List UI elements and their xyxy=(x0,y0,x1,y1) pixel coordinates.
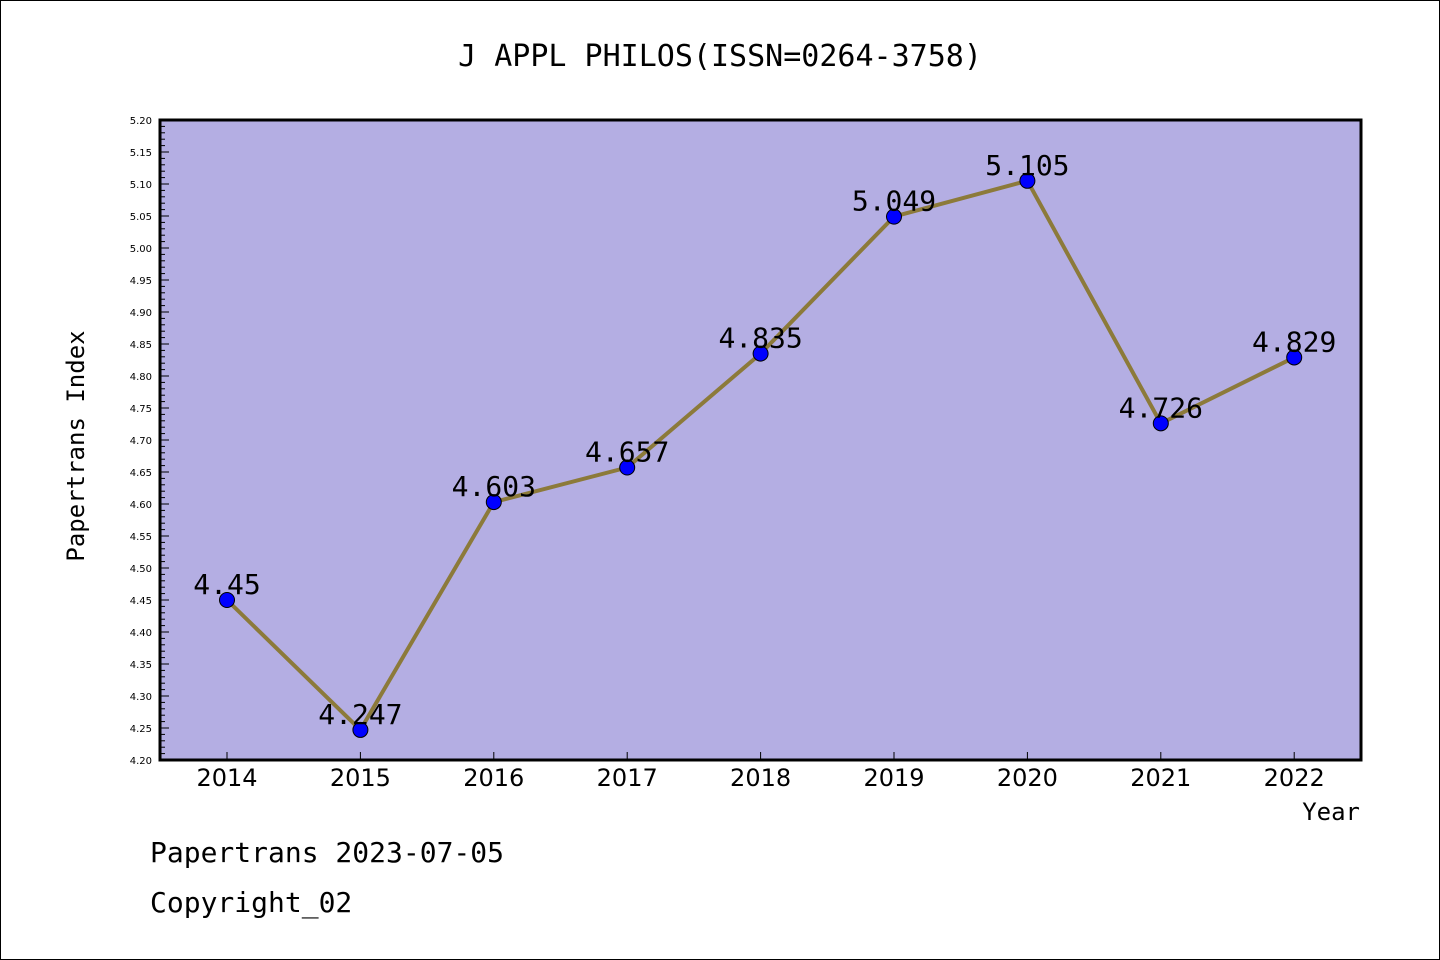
x-tick-label: 2016 xyxy=(463,764,524,792)
y-tick-label: 4.45 xyxy=(130,596,152,607)
y-tick-label: 5.05 xyxy=(130,212,152,223)
x-tick-label: 2020 xyxy=(997,764,1058,792)
data-point xyxy=(752,345,769,362)
y-tick-label: 4.90 xyxy=(130,308,152,319)
y-tick-label: 4.65 xyxy=(130,468,152,479)
y-tick-label: 4.25 xyxy=(130,724,152,735)
data-point xyxy=(1019,172,1036,189)
y-axis-label: Papertrans Index xyxy=(62,330,90,561)
data-point xyxy=(352,721,369,738)
data-label: 4.603 xyxy=(452,470,536,503)
y-tick-label: 4.85 xyxy=(130,340,152,351)
data-point xyxy=(1152,415,1169,432)
y-tick-label: 4.80 xyxy=(130,372,152,383)
x-tick-label: 2022 xyxy=(1264,764,1325,792)
footer-date: Papertrans 2023-07-05 xyxy=(150,836,505,869)
data-label: 4.835 xyxy=(718,322,802,355)
data-label: 4.247 xyxy=(318,698,402,731)
chart-title: J APPL PHILOS(ISSN=0264-3758) xyxy=(458,39,982,74)
data-label: 5.105 xyxy=(985,149,1069,182)
data-label: 4.657 xyxy=(585,436,669,469)
data-point xyxy=(1286,349,1303,366)
data-point xyxy=(485,494,502,511)
x-tick-label: 2014 xyxy=(196,764,257,792)
data-point xyxy=(619,459,636,476)
y-tick-label: 4.20 xyxy=(130,756,152,767)
x-tick-label: 2021 xyxy=(1130,764,1191,792)
y-tick-label: 4.40 xyxy=(130,628,152,639)
y-tick-label: 4.60 xyxy=(130,500,152,511)
data-point xyxy=(219,592,235,608)
y-tick-label: 4.70 xyxy=(130,436,152,447)
y-axis: 4.20 4.25 4.30 4.35 4.40 4.45 4.50 4.55 4.60 4.65… xyxy=(130,116,169,767)
y-tick-label: 5.00 xyxy=(130,244,152,255)
y-tick-label: 4.55 xyxy=(130,532,152,543)
x-axis: 2014 2015 2016 2017 2018 2019 2020 2021 2022 xyxy=(196,752,1325,792)
y-tick-label: 5.15 xyxy=(130,148,152,159)
y-tick-label: 4.30 xyxy=(130,692,152,703)
data-label: 5.049 xyxy=(852,185,936,218)
y-tick-label: 4.75 xyxy=(130,404,152,415)
y-tick-label: 5.20 xyxy=(130,116,152,127)
data-markers xyxy=(219,172,1303,738)
x-tick-label: 2015 xyxy=(330,764,391,792)
plot-area xyxy=(158,118,1363,762)
x-tick-label: 2018 xyxy=(730,764,791,792)
data-label: 4.829 xyxy=(1252,325,1336,358)
data-labels: 4.45 4.247 4.603 4.657 4.835 5.049 5.105 4.726 4… xyxy=(193,149,1336,731)
x-tick-label: 2017 xyxy=(597,764,658,792)
x-axis-label: Year xyxy=(1302,798,1360,826)
y-tick-label: 4.50 xyxy=(130,564,152,575)
footer-copyright: Copyright_02 xyxy=(150,886,353,919)
y-tick-label: 4.35 xyxy=(130,660,152,671)
y-tick-label: 5.10 xyxy=(130,180,152,191)
x-tick-label: 2019 xyxy=(863,764,924,792)
y-tick-label: 4.95 xyxy=(130,276,152,287)
data-label: 4.45 xyxy=(193,568,260,601)
data-point xyxy=(886,208,902,225)
data-label: 4.726 xyxy=(1119,391,1203,424)
